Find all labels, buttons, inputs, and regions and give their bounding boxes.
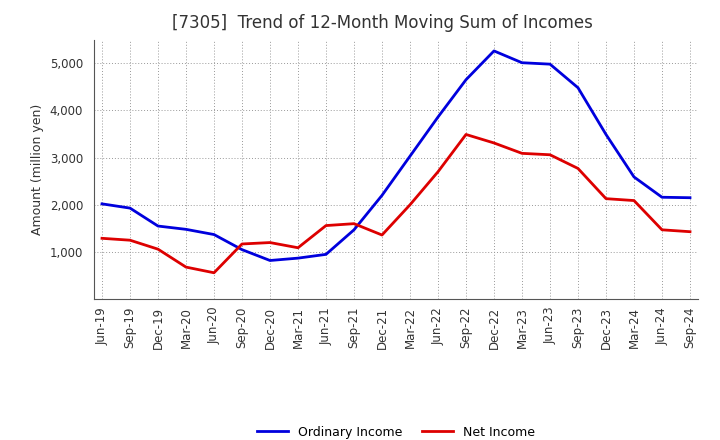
Net Income — [126, 238, 135, 243]
Net Income — [350, 221, 359, 226]
Ordinary Income — [490, 48, 498, 54]
Ordinary Income — [433, 114, 442, 120]
Y-axis label: Amount (million yen): Amount (million yen) — [31, 104, 44, 235]
Ordinary Income — [322, 252, 330, 257]
Ordinary Income — [602, 132, 611, 137]
Ordinary Income — [350, 227, 359, 232]
Line: Net Income: Net Income — [102, 135, 690, 273]
Net Income — [181, 264, 190, 270]
Ordinary Income — [266, 258, 274, 263]
Legend: Ordinary Income, Net Income: Ordinary Income, Net Income — [252, 421, 540, 440]
Net Income — [238, 241, 246, 246]
Ordinary Income — [546, 62, 554, 67]
Net Income — [546, 152, 554, 158]
Net Income — [462, 132, 470, 137]
Ordinary Income — [657, 194, 666, 200]
Net Income — [518, 151, 526, 156]
Net Income — [602, 196, 611, 202]
Net Income — [685, 229, 694, 235]
Ordinary Income — [405, 154, 414, 159]
Net Income — [433, 169, 442, 174]
Net Income — [378, 232, 387, 238]
Net Income — [210, 270, 218, 275]
Ordinary Income — [378, 193, 387, 198]
Ordinary Income — [630, 174, 639, 180]
Ordinary Income — [462, 77, 470, 82]
Ordinary Income — [238, 247, 246, 252]
Net Income — [574, 166, 582, 171]
Ordinary Income — [98, 201, 107, 206]
Line: Ordinary Income: Ordinary Income — [102, 51, 690, 260]
Ordinary Income — [518, 60, 526, 66]
Net Income — [630, 198, 639, 203]
Net Income — [322, 223, 330, 228]
Net Income — [657, 227, 666, 232]
Ordinary Income — [181, 227, 190, 232]
Net Income — [405, 202, 414, 207]
Net Income — [294, 245, 302, 250]
Ordinary Income — [153, 224, 162, 229]
Text: [7305]  Trend of 12-Month Moving Sum of Incomes: [7305] Trend of 12-Month Moving Sum of I… — [172, 15, 593, 33]
Ordinary Income — [685, 195, 694, 200]
Net Income — [98, 236, 107, 241]
Ordinary Income — [294, 256, 302, 261]
Ordinary Income — [210, 232, 218, 237]
Net Income — [266, 240, 274, 245]
Net Income — [490, 140, 498, 146]
Ordinary Income — [126, 205, 135, 211]
Net Income — [153, 246, 162, 252]
Ordinary Income — [574, 85, 582, 90]
